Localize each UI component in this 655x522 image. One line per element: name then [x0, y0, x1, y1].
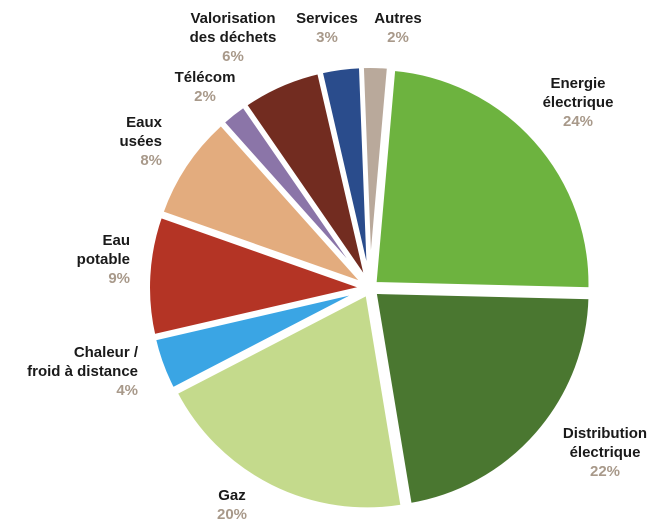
slice-name: Energie [550, 75, 605, 92]
slice-name: Eau [102, 232, 130, 249]
slice-percent: 9% [108, 270, 130, 287]
slice-label: Eau potable 9% [77, 232, 130, 287]
slice-percent: 8% [140, 152, 162, 169]
slice-label: Energie électrique 24% [543, 75, 614, 130]
pie-labels: Energie électrique 24% Distribution électriq… [27, 10, 647, 522]
slice-name: potable [77, 251, 130, 268]
slice-name: électrique [543, 94, 614, 111]
slice-name: Télécom [175, 69, 236, 86]
slice-percent: 22% [590, 463, 620, 480]
slice-label: Services 3% [296, 10, 358, 46]
slice-name: des déchets [190, 29, 277, 46]
slice-name: électrique [570, 444, 641, 461]
pie-slice [359, 64, 391, 285]
slice-name: Chaleur / [74, 344, 139, 361]
slice-name: Distribution [563, 425, 647, 442]
slice-name: usées [119, 133, 162, 150]
slice-name: Valorisation [190, 10, 275, 27]
slice-label: Télécom 2% [175, 69, 236, 105]
slice-percent: 20% [217, 506, 247, 522]
slice-label: Distribution électrique 22% [563, 425, 647, 480]
pie-slice [372, 289, 593, 508]
slice-label: Valorisation des déchets 6% [190, 10, 277, 65]
pie-slice [372, 66, 593, 292]
slice-name: Services [296, 10, 358, 27]
pie-slice [146, 213, 367, 339]
slice-name: Autres [374, 10, 422, 27]
slice-percent: 3% [316, 29, 338, 46]
slice-percent: 6% [222, 48, 244, 65]
slice-percent: 2% [194, 88, 216, 105]
slice-label: Eaux usées 8% [119, 114, 162, 169]
slice-percent: 2% [387, 29, 409, 46]
slice-name: Gaz [218, 487, 246, 504]
slice-label: Gaz 20% [217, 487, 247, 522]
pie-slice [151, 288, 367, 392]
slice-label: Chaleur / froid à distance 4% [27, 344, 139, 399]
slice-name: froid à distance [27, 363, 138, 380]
pie-slices [146, 64, 593, 512]
slice-label: Autres 2% [374, 10, 422, 46]
slice-percent: 24% [563, 113, 593, 130]
pie-slice [173, 291, 405, 512]
slice-name: Eaux [126, 114, 163, 131]
pie-slice [159, 121, 368, 287]
slice-percent: 4% [116, 382, 138, 399]
